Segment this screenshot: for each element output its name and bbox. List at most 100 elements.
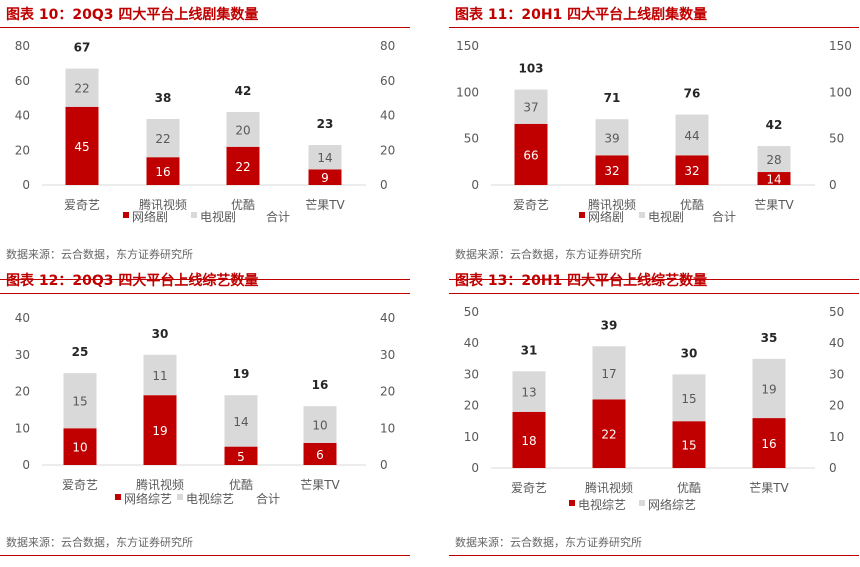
- total-label: 35: [761, 331, 778, 345]
- legend-swatch: [569, 500, 575, 506]
- x-tick-label: 爱奇艺: [513, 198, 549, 212]
- legend-swatch: [123, 212, 129, 218]
- data-label: 20: [235, 123, 250, 137]
- data-label: 10: [72, 441, 87, 455]
- x-tick-label: 爱奇艺: [62, 478, 98, 492]
- legend-label: 电视剧: [200, 209, 236, 224]
- total-label: 25: [72, 345, 89, 359]
- y-tick-label-left: 20: [15, 143, 30, 157]
- y-tick-label-right: 10: [829, 430, 844, 444]
- x-tick-label: 芒果TV: [754, 197, 794, 212]
- x-tick-label: 腾讯视频: [136, 477, 184, 492]
- bar-segment: [672, 421, 706, 468]
- source-note: 数据来源：云合数据，东方证券研究所: [455, 536, 642, 549]
- total-label: 16: [312, 378, 329, 392]
- total-label: 71: [604, 91, 621, 105]
- data-label: 22: [235, 160, 250, 174]
- legend-swatch: [177, 494, 183, 500]
- chart-title: 图表 12：20Q3 四大平台上线综艺数量: [6, 273, 259, 289]
- y-tick-label-right: 40: [380, 311, 395, 325]
- source-note: 数据来源：云合数据，东方证券研究所: [6, 248, 193, 261]
- y-tick-label-right: 0: [829, 461, 837, 475]
- y-tick-label-left: 10: [464, 430, 479, 444]
- legend-label: 网络综艺: [648, 497, 696, 512]
- legend-swatch: [115, 494, 121, 500]
- bar-segment: [226, 112, 260, 147]
- y-tick-label-left: 60: [15, 74, 30, 88]
- data-label: 45: [74, 140, 89, 154]
- data-label: 66: [523, 148, 538, 162]
- data-label: 11: [152, 369, 167, 383]
- legend-label: 合计: [266, 209, 290, 224]
- bar-segment: [675, 114, 709, 156]
- y-tick-label-left: 20: [15, 385, 30, 399]
- bar-segment: [675, 155, 709, 185]
- chart-panel-1: 图表 10：20Q3 四大平台上线剧集数量 0 0 20 20 40 40 60 60 80 80…: [0, 0, 410, 283]
- bar-segment: [146, 118, 180, 158]
- data-label: 22: [74, 82, 89, 96]
- title-rule: [0, 27, 410, 28]
- data-label: 19: [761, 382, 776, 396]
- total-label: 67: [74, 41, 91, 55]
- data-label: 14: [317, 151, 332, 165]
- bar-segment: [303, 442, 337, 465]
- bar-segment: [226, 146, 260, 185]
- bar-segment: [308, 169, 342, 185]
- title-rule: [449, 27, 859, 28]
- legend-label: 合计: [712, 209, 736, 224]
- data-label: 32: [684, 164, 699, 178]
- bar-segment: [303, 406, 337, 443]
- chart-svg: 0 0 10 10 20 20 30 30 40 40 50 50 18 13 31 爱奇艺 22 17 39 腾讯视…: [464, 305, 845, 512]
- data-label: 9: [321, 171, 329, 185]
- data-label: 22: [155, 132, 170, 146]
- bar-segment: [65, 68, 99, 107]
- legend-swatch: [191, 212, 197, 218]
- x-tick-label: 芒果TV: [300, 477, 340, 492]
- legend-label: 合计: [256, 491, 280, 506]
- bar-segment: [146, 157, 180, 185]
- x-tick-label: 芒果TV: [305, 197, 345, 212]
- bottom-rule: [0, 555, 410, 556]
- source-note: 数据来源：云合数据，东方证券研究所: [6, 536, 193, 549]
- y-tick-label-right: 30: [380, 348, 395, 362]
- bar-segment: [514, 89, 548, 124]
- y-tick-label-left: 40: [15, 109, 30, 123]
- data-label: 14: [766, 173, 781, 187]
- total-label: 42: [766, 118, 783, 132]
- y-tick-label-right: 20: [380, 143, 395, 157]
- data-label: 10: [312, 419, 327, 433]
- bar-segment: [757, 146, 791, 173]
- y-tick-label-left: 150: [456, 39, 479, 53]
- bottom-rule: [449, 555, 859, 556]
- data-label: 44: [684, 129, 699, 143]
- y-tick-label-right: 30: [829, 367, 844, 381]
- data-label: 14: [233, 415, 248, 429]
- bar-segment: [757, 172, 791, 185]
- x-tick-label: 腾讯视频: [139, 197, 187, 212]
- x-tick-label: 腾讯视频: [588, 197, 636, 212]
- data-label: 16: [761, 437, 776, 451]
- total-label: 30: [681, 346, 698, 360]
- y-tick-label-left: 100: [456, 85, 479, 99]
- y-tick-label-right: 50: [829, 132, 844, 146]
- y-tick-label-right: 40: [380, 109, 395, 123]
- source-note: 数据来源：云合数据，东方证券研究所: [455, 248, 642, 261]
- data-label: 19: [152, 424, 167, 438]
- bar-segment: [512, 411, 546, 468]
- y-tick-label-right: 0: [380, 178, 388, 192]
- y-tick-label-left: 0: [471, 178, 479, 192]
- data-label: 22: [601, 428, 616, 442]
- legend-label: 网络剧: [132, 209, 168, 224]
- x-tick-label: 爱奇艺: [511, 481, 547, 495]
- data-label: 37: [523, 101, 538, 115]
- y-tick-label-left: 0: [22, 178, 30, 192]
- legend-swatch: [639, 500, 645, 506]
- y-tick-label-right: 80: [380, 39, 395, 53]
- legend-label: 网络综艺: [124, 491, 172, 506]
- title-rule: [449, 293, 859, 294]
- total-label: 19: [233, 367, 250, 381]
- data-label: 15: [72, 395, 87, 409]
- y-tick-label-left: 0: [471, 461, 479, 475]
- bar-segment: [592, 399, 626, 468]
- y-tick-label-right: 0: [380, 458, 388, 472]
